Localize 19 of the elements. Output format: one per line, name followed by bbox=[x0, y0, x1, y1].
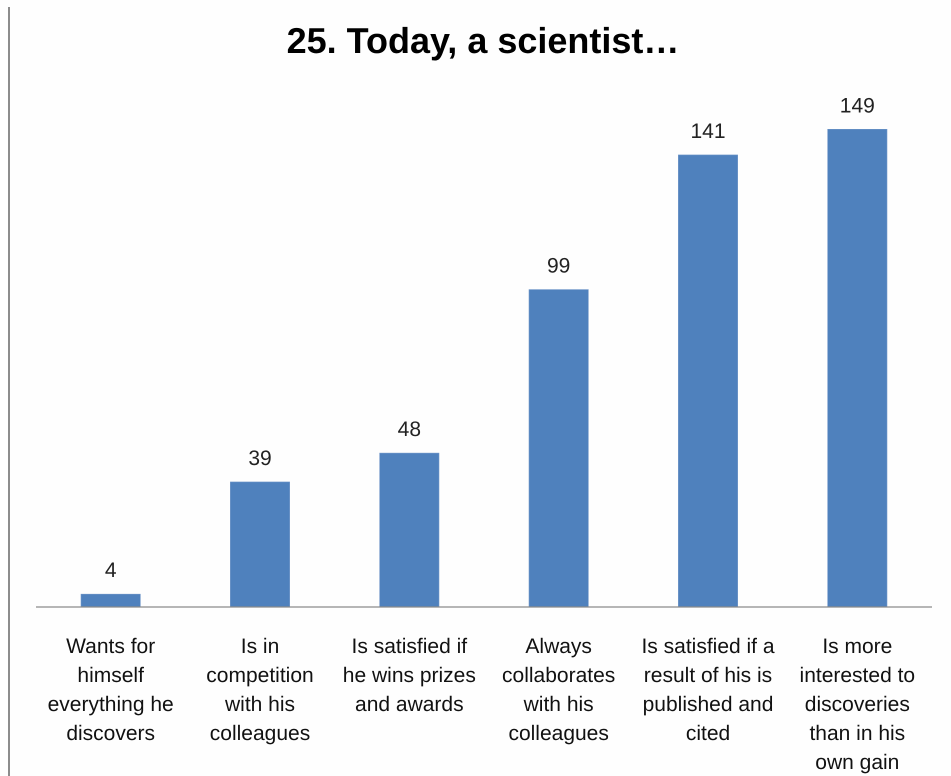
x-tick-label: Always collaborates with his colleagues bbox=[502, 635, 616, 745]
x-tick-label: Wants for himself everything he discovers bbox=[48, 635, 174, 745]
bar bbox=[528, 289, 589, 608]
data-label: 141 bbox=[690, 120, 726, 143]
data-label: 4 bbox=[104, 559, 117, 582]
x-tick-label: Is more interested to discoveries than in his own gain bbox=[800, 635, 916, 774]
bar bbox=[230, 482, 290, 608]
x-tick-label: Is satisfied if a result of his is published and cited bbox=[641, 635, 775, 745]
chart-title: 25. Today, a scientist… bbox=[286, 20, 680, 61]
bar bbox=[379, 452, 440, 608]
data-label: 39 bbox=[248, 446, 272, 470]
bar bbox=[678, 154, 738, 608]
x-tick-label: Is satisfied if he wins prizes and awards bbox=[342, 635, 476, 716]
bar bbox=[827, 129, 888, 608]
data-label: 149 bbox=[840, 94, 875, 118]
data-label: 48 bbox=[398, 418, 422, 442]
bar bbox=[80, 594, 141, 608]
data-label: 99 bbox=[546, 254, 570, 278]
x-tick-label: Is in competition with his colleagues bbox=[206, 635, 314, 745]
